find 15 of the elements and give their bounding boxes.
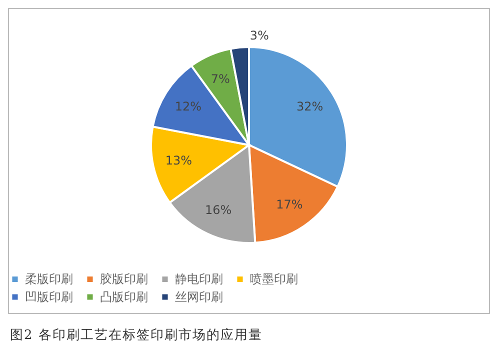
data-label: 17% xyxy=(276,198,303,212)
caption: 图2 各印刷工艺在标签印刷市场的应用量 xyxy=(10,327,262,344)
legend-label: 胶版印刷 xyxy=(100,272,148,286)
data-label: 7% xyxy=(210,72,230,86)
data-label: 13% xyxy=(165,154,192,168)
data-label: 3% xyxy=(250,28,269,42)
legend-label: 凸版印刷 xyxy=(100,290,148,304)
legend-label: 丝网印刷 xyxy=(175,290,223,304)
legend-label: 喷墨印刷 xyxy=(250,272,298,286)
legend-label: 凹版印刷 xyxy=(25,290,73,304)
legend-label: 静电印刷 xyxy=(175,272,223,286)
data-label: 12% xyxy=(174,99,202,114)
data-label: 16% xyxy=(205,203,232,218)
data-label: 32% xyxy=(296,99,324,114)
legend-label: 柔版印刷 xyxy=(25,272,73,286)
